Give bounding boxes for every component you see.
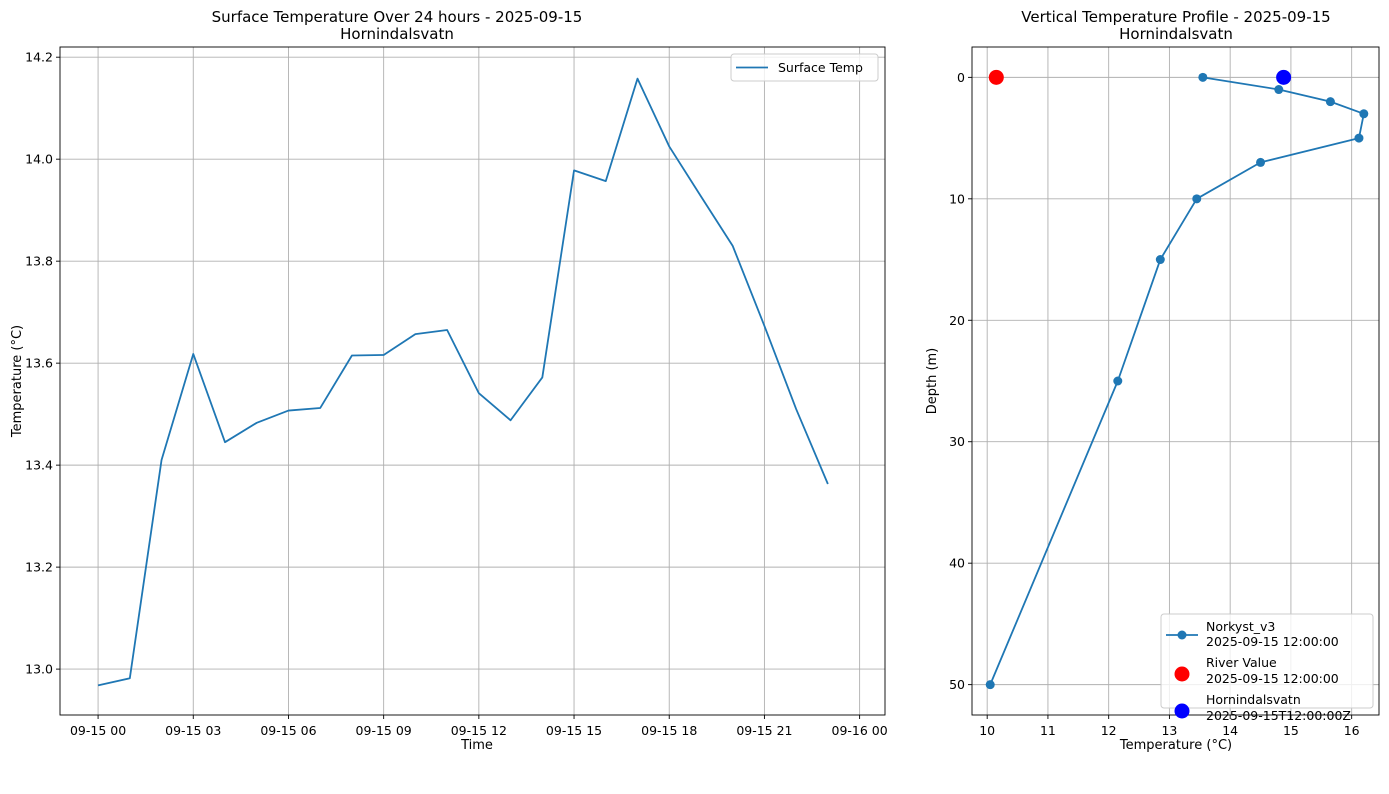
chart1-legend-box <box>730 53 879 82</box>
chart1-axes-frame <box>59 46 886 716</box>
chart1-x-tick-label: 09-15 18 <box>641 723 697 738</box>
chart2-norkyst-point <box>1325 97 1335 107</box>
chart2-legend-box <box>1160 613 1374 709</box>
chart1-x-ticks: 09-15 00 09-15 03 09-15 06 09-15 09 09-15 12… <box>70 715 888 738</box>
chart1-y-tick-label: 14.2 <box>25 50 53 65</box>
chart1-y-tick-label: 13.2 <box>25 560 53 575</box>
chart2-norkyst-point <box>1113 376 1123 386</box>
vertical-profile-chart: Vertical Temperature Profile - 2025-09-1… <box>925 8 1380 753</box>
chart2-axes-frame <box>971 46 1380 716</box>
chart1-series-surface-temp-line <box>97 77 829 687</box>
chart1-y-axis-label: Temperature (°C) <box>10 325 25 438</box>
chart2-norkyst-point <box>1256 157 1266 167</box>
chart2-x-tick-label: 15 <box>1283 723 1299 738</box>
chart1-y-ticks: 13.0 13.2 13.4 13.6 13.8 14.0 14.2 <box>25 50 60 677</box>
chart2-legend-swatch-norkyst-marker <box>1177 630 1187 640</box>
chart2-legend-label-river-value-time: 2025-09-15 12:00:00 <box>1206 671 1339 686</box>
chart1-y-tick-label: 13.0 <box>25 662 53 677</box>
chart2-norkyst-point <box>1359 109 1369 119</box>
chart2-legend-label-river-value: River Value <box>1206 655 1277 670</box>
chart2-x-tick-label: 11 <box>1040 723 1056 738</box>
chart2-legend-label-hornindalsvatn: Hornindalsvatn <box>1206 692 1301 707</box>
chart2-x-ticks: 10 11 12 13 14 15 16 <box>979 715 1360 738</box>
chart2-subtitle: Hornindalsvatn <box>1119 25 1233 43</box>
chart1-x-tick-label: 09-15 12 <box>451 723 507 738</box>
chart2-legend-swatch-hornindalsvatn <box>1174 703 1190 719</box>
chart2-grid <box>972 47 1379 715</box>
chart2-legend-label-hornindalsvatn-time: 2025-09-15T12:00:00Z <box>1206 708 1351 723</box>
chart1-x-tick-label: 09-15 15 <box>546 723 602 738</box>
chart1-grid <box>60 47 885 715</box>
chart2-norkyst-point <box>1274 85 1284 95</box>
chart2-x-tick-label: 12 <box>1101 723 1117 738</box>
chart2-y-tick-label: 40 <box>949 556 965 571</box>
chart1-y-tick-label: 14.0 <box>25 152 53 167</box>
chart2-y-ticks: 0 10 20 30 40 50 <box>949 70 972 692</box>
chart2-x-tick-label: 16 <box>1344 723 1360 738</box>
chart2-x-tick-label: 14 <box>1222 723 1238 738</box>
chart2-legend-label-norkyst: Norkyst_v3 <box>1206 619 1275 634</box>
chart1-subtitle: Hornindalsvatn <box>340 25 454 43</box>
chart2-y-tick-label: 0 <box>957 70 965 85</box>
chart2-title: Vertical Temperature Profile - 2025-09-1… <box>1021 8 1330 26</box>
chart1-series <box>97 77 829 687</box>
chart1-y-tick-label: 13.4 <box>25 458 53 473</box>
surface-temperature-chart: Surface Temperature Over 24 hours - 2025… <box>10 8 888 753</box>
chart2-legend: Norkyst_v3 2025-09-15 12:00:00 River Val… <box>1160 613 1374 723</box>
chart2-norkyst-point <box>985 680 995 690</box>
chart2-norkyst-point <box>1354 133 1364 143</box>
chart2-x-axis-label: Temperature (°C) <box>1119 738 1232 753</box>
chart2-norkyst-point <box>1192 194 1202 204</box>
chart2-y-axis-label: Depth (m) <box>925 348 940 415</box>
chart2-legend-label-norkyst-time: 2025-09-15 12:00:00 <box>1206 634 1339 649</box>
chart1-x-tick-label: 09-16 00 <box>832 723 888 738</box>
chart2-norkyst-point <box>1155 255 1165 265</box>
chart2-x-tick-label: 13 <box>1161 723 1177 738</box>
chart2-y-tick-label: 10 <box>949 191 965 206</box>
chart1-x-axis-label: Time <box>460 738 493 753</box>
chart2-x-tick-label: 10 <box>979 723 995 738</box>
chart2-norkyst-point <box>1198 72 1208 82</box>
chart1-y-tick-label: 13.8 <box>25 254 53 269</box>
chart1-x-tick-label: 09-15 03 <box>165 723 221 738</box>
chart2-legend-swatch-river-value <box>1174 666 1190 682</box>
chart1-x-tick-label: 09-15 21 <box>736 723 792 738</box>
chart1-legend-label-surface-temp: Surface Temp <box>778 60 863 75</box>
chart2-y-tick-label: 20 <box>949 313 965 328</box>
chart2-hornindalsvatn-point <box>1276 69 1292 85</box>
chart1-x-tick-label: 09-15 09 <box>356 723 412 738</box>
chart2-series <box>985 69 1369 690</box>
chart1-x-tick-label: 09-15 06 <box>260 723 316 738</box>
chart2-y-tick-label: 50 <box>949 677 965 692</box>
chart2-y-tick-label: 30 <box>949 434 965 449</box>
chart1-y-tick-label: 13.6 <box>25 356 53 371</box>
chart1-legend: Surface Temp <box>730 53 879 82</box>
chart2-series-norkyst-line <box>989 76 1365 685</box>
chart1-x-tick-label: 09-15 00 <box>70 723 126 738</box>
chart2-river-value-point <box>988 69 1004 85</box>
chart1-title: Surface Temperature Over 24 hours - 2025… <box>212 8 583 26</box>
